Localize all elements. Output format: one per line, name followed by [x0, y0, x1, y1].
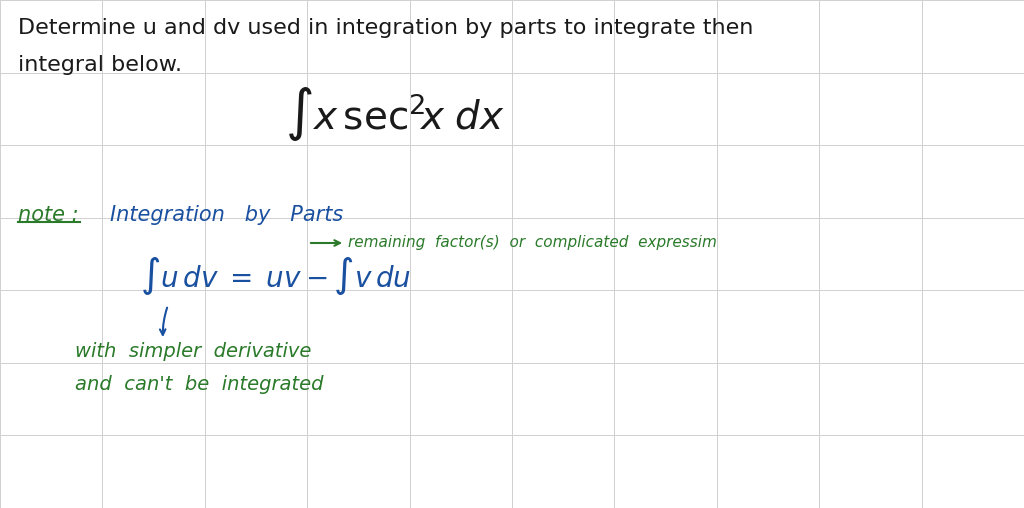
Text: Determine u and dv used in integration by parts to integrate then: Determine u and dv used in integration b…: [18, 18, 754, 38]
Text: remaining  factor(s)  or  complicated  expressim: remaining factor(s) or complicated expre…: [348, 235, 717, 250]
Text: note :: note :: [18, 205, 79, 225]
Text: Integration   by   Parts: Integration by Parts: [110, 205, 343, 225]
Text: and  can't  be  integrated: and can't be integrated: [75, 375, 324, 394]
Text: with  simpler  derivative: with simpler derivative: [75, 342, 311, 361]
Text: $\int u\,dv\;=\;uv - \int v\,du$: $\int u\,dv\;=\;uv - \int v\,du$: [140, 255, 411, 297]
Text: $\int x\,\mathrm{sec}^2\!x\;dx$: $\int x\,\mathrm{sec}^2\!x\;dx$: [285, 85, 505, 143]
Text: integral below.: integral below.: [18, 55, 182, 75]
